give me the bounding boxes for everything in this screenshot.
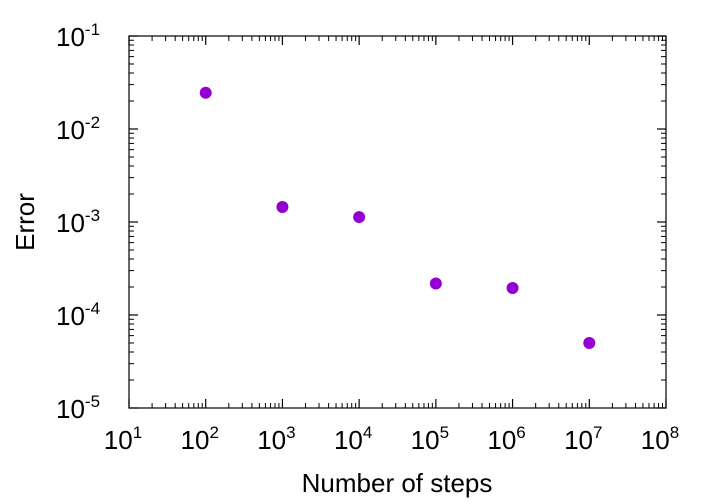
x-tick-label-exponent: 2 bbox=[209, 423, 218, 442]
y-tick-label-exponent: -5 bbox=[85, 392, 100, 411]
plot-frame bbox=[128, 35, 667, 409]
x-tick-label-base: 10 bbox=[564, 425, 593, 455]
x-tick-label-exponent: 3 bbox=[286, 423, 295, 442]
x-tick-label-base: 10 bbox=[181, 425, 210, 455]
y-tick-label-exponent: -4 bbox=[85, 299, 100, 318]
y-tick-label: 10-5 bbox=[56, 392, 100, 424]
x-tick-label: 108 bbox=[641, 423, 679, 455]
y-tick-label-exponent: -2 bbox=[85, 113, 100, 132]
y-tick-label-base: 10 bbox=[56, 394, 85, 424]
x-tick-label-exponent: 8 bbox=[670, 423, 679, 442]
data-point bbox=[506, 282, 519, 295]
x-tick-label: 105 bbox=[411, 423, 449, 455]
x-tick-label: 101 bbox=[104, 423, 142, 455]
y-tick-label: 10-4 bbox=[56, 299, 100, 331]
y-tick-label-base: 10 bbox=[56, 115, 85, 145]
y-axis-label: Error bbox=[10, 193, 40, 251]
data-point bbox=[353, 211, 366, 224]
x-tick-label-exponent: 4 bbox=[363, 423, 372, 442]
x-tick-label-base: 10 bbox=[334, 425, 363, 455]
x-tick-label: 103 bbox=[257, 423, 295, 455]
x-tick-label-base: 10 bbox=[257, 425, 286, 455]
x-tick-label: 102 bbox=[181, 423, 219, 455]
x-tick-label: 104 bbox=[334, 423, 372, 455]
x-tick-label-exponent: 5 bbox=[440, 423, 449, 442]
x-tick-label-exponent: 1 bbox=[133, 423, 142, 442]
data-points-layer bbox=[199, 86, 596, 349]
x-tick-label-base: 10 bbox=[104, 425, 133, 455]
x-tick-label-exponent: 7 bbox=[593, 423, 602, 442]
y-tick-label-base: 10 bbox=[56, 301, 85, 331]
y-tick-label-base: 10 bbox=[56, 22, 85, 52]
x-tick-label-base: 10 bbox=[641, 425, 670, 455]
tick-labels-layer: 101 102 103 104 105 106 107 10810-510-410-310-2… bbox=[56, 20, 679, 455]
y-tick-label: 10-3 bbox=[56, 206, 100, 238]
x-axis-label: Number of steps bbox=[302, 468, 493, 498]
x-tick-label-base: 10 bbox=[487, 425, 516, 455]
data-point bbox=[276, 200, 289, 213]
y-tick-label: 10-2 bbox=[56, 113, 100, 145]
x-tick-label: 107 bbox=[564, 423, 602, 455]
data-point bbox=[429, 277, 442, 290]
data-point bbox=[199, 86, 212, 99]
x-tick-label-base: 10 bbox=[411, 425, 440, 455]
y-tick-label-exponent: -3 bbox=[85, 206, 100, 225]
x-tick-label: 106 bbox=[487, 423, 525, 455]
data-point bbox=[583, 336, 596, 349]
y-tick-label: 10-1 bbox=[56, 20, 100, 52]
x-tick-label-exponent: 6 bbox=[516, 423, 525, 442]
y-tick-label-base: 10 bbox=[56, 208, 85, 238]
y-tick-label-exponent: -1 bbox=[85, 20, 100, 39]
